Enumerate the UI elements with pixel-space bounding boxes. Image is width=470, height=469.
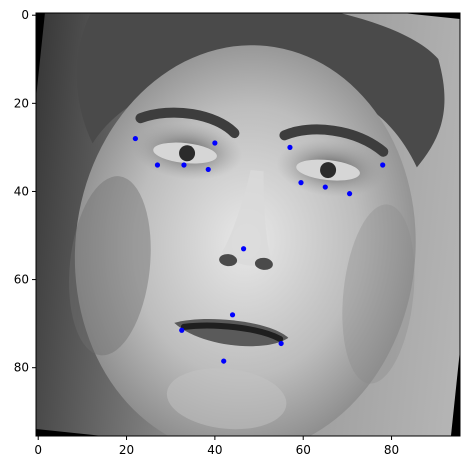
keypoint-10 — [240, 246, 247, 252]
axes-frame — [35, 12, 461, 437]
keypoint-14 — [221, 358, 227, 364]
keypoint-8 — [322, 184, 328, 190]
keypoint-4 — [154, 162, 161, 168]
keypoint-7 — [298, 180, 304, 186]
keypoint-0 — [132, 135, 138, 142]
x-tick-label: 60 — [296, 443, 311, 457]
y-tick-label: 20 — [14, 96, 29, 110]
keypoint-11 — [229, 312, 236, 318]
x-tick-label: 80 — [384, 443, 399, 457]
x-tick-label: 40 — [207, 443, 222, 457]
x-axis: 0 20 40 60 80 — [34, 436, 399, 457]
keypoint-1 — [212, 140, 218, 146]
x-tick-label: 20 — [119, 443, 134, 457]
keypoint-6 — [205, 166, 211, 173]
keypoints — [132, 135, 386, 364]
keypoint-12 — [179, 327, 185, 333]
y-tick-label: 40 — [14, 184, 29, 198]
y-tick-label: 0 — [21, 8, 29, 22]
keypoint-5 — [181, 162, 187, 168]
y-axis: 0 20 40 60 80 — [14, 8, 36, 375]
x-tick-label: 0 — [34, 443, 42, 457]
keypoint-2 — [287, 144, 293, 150]
keypoint-9 — [346, 191, 353, 197]
keypoint-13 — [278, 340, 284, 347]
y-tick-label: 80 — [14, 361, 29, 375]
keypoint-3 — [380, 162, 386, 168]
y-tick-label: 60 — [14, 273, 29, 287]
